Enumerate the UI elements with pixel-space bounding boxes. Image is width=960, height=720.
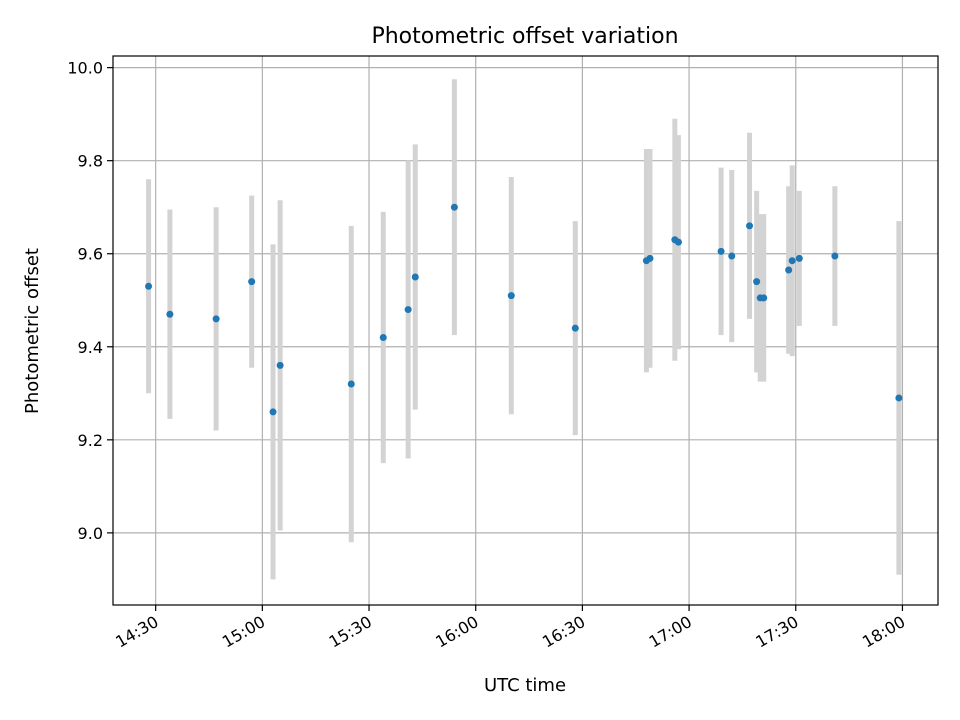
chart-title: Photometric offset variation <box>371 24 678 49</box>
data-point <box>646 254 654 262</box>
y-tick-label: 9.4 <box>78 338 103 357</box>
data-point <box>276 361 284 369</box>
data-point <box>760 294 768 302</box>
y-tick-label: 9.2 <box>78 431 103 450</box>
data-point <box>788 257 796 265</box>
data-point <box>746 222 754 230</box>
x-axis-label: UTC time <box>484 675 566 696</box>
data-points <box>145 203 903 416</box>
data-point <box>571 324 579 332</box>
data-point <box>785 266 793 274</box>
y-tick-label: 9.0 <box>78 524 103 543</box>
data-point <box>717 247 725 255</box>
y-axis-ticks: 9.0 9.2 9.4 9.6 9.8 10.0 <box>67 59 113 543</box>
data-point <box>166 310 174 318</box>
data-point <box>895 394 903 402</box>
data-point <box>411 273 419 281</box>
data-point <box>347 380 355 388</box>
data-point <box>212 315 220 323</box>
plot-frame <box>112 55 939 606</box>
data-point <box>674 238 682 246</box>
data-point <box>795 254 803 262</box>
data-point <box>831 252 839 260</box>
y-tick-label: 9.8 <box>78 152 103 171</box>
y-tick-label: 10.0 <box>67 59 103 78</box>
data-point <box>269 408 277 416</box>
data-point <box>404 306 412 314</box>
data-point <box>450 203 458 211</box>
data-point <box>728 252 736 260</box>
data-point <box>145 282 153 290</box>
data-point <box>248 278 256 286</box>
y-tick-label: 9.6 <box>78 245 103 264</box>
data-point <box>379 333 387 341</box>
y-axis-label: Photometric offset <box>22 248 43 414</box>
data-point <box>507 292 515 300</box>
data-point <box>753 278 761 286</box>
